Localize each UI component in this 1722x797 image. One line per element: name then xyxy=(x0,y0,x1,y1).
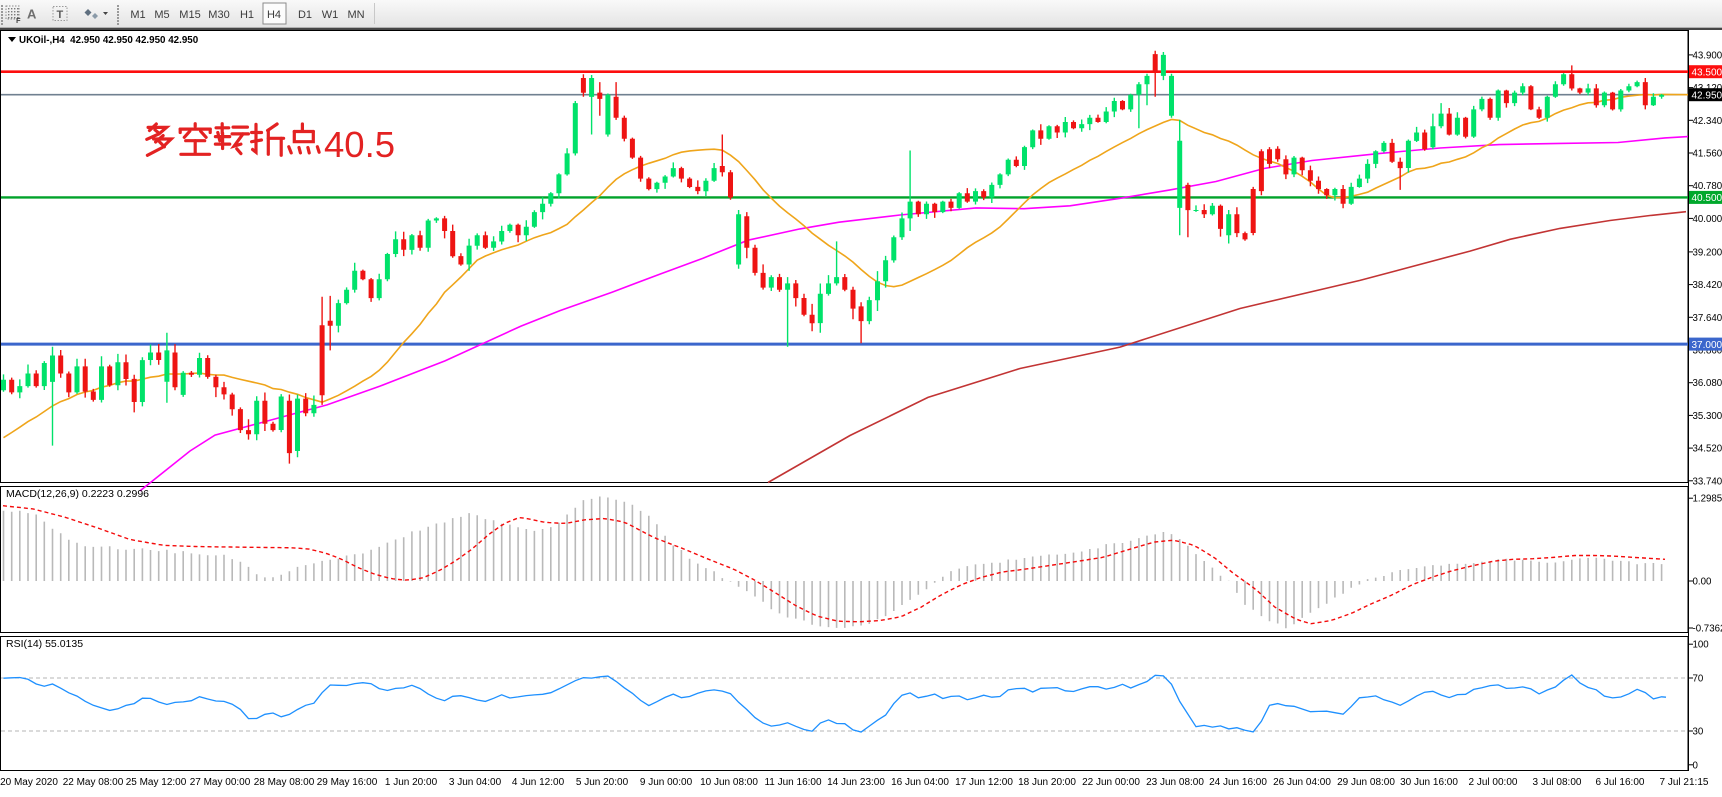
svg-text:H4: H4 xyxy=(267,9,281,21)
svg-text:1.2985: 1.2985 xyxy=(1693,494,1722,505)
svg-text:W1: W1 xyxy=(322,9,339,21)
svg-text:24 Jun 16:00: 24 Jun 16:00 xyxy=(1209,777,1267,788)
svg-text:17 Jun 12:00: 17 Jun 12:00 xyxy=(955,777,1013,788)
svg-text:0.00: 0.00 xyxy=(1693,577,1712,588)
svg-text:28 May 08:00: 28 May 08:00 xyxy=(254,777,315,788)
svg-text:MN: MN xyxy=(347,9,364,21)
svg-text:39.200: 39.200 xyxy=(1693,247,1722,258)
svg-text:2 Jul 00:00: 2 Jul 00:00 xyxy=(1469,777,1518,788)
svg-text:1 Jun 20:00: 1 Jun 20:00 xyxy=(385,777,438,788)
svg-text:16 Jun 04:00: 16 Jun 04:00 xyxy=(891,777,949,788)
svg-text:22 May 08:00: 22 May 08:00 xyxy=(63,777,124,788)
svg-text:40.000: 40.000 xyxy=(1693,214,1722,225)
svg-text:30 Jun 16:00: 30 Jun 16:00 xyxy=(1400,777,1458,788)
svg-text:30: 30 xyxy=(1693,727,1704,738)
svg-text:3 Jul 08:00: 3 Jul 08:00 xyxy=(1533,777,1582,788)
svg-text:M15: M15 xyxy=(179,9,200,21)
svg-text:M1: M1 xyxy=(130,9,145,21)
svg-text:4 Jun 12:00: 4 Jun 12:00 xyxy=(512,777,565,788)
svg-text:20 May 2020: 20 May 2020 xyxy=(0,777,58,788)
svg-text:F: F xyxy=(16,16,21,25)
svg-text:23 Jun 08:00: 23 Jun 08:00 xyxy=(1146,777,1204,788)
svg-text:14 Jun 23:00: 14 Jun 23:00 xyxy=(827,777,885,788)
svg-text:43.500: 43.500 xyxy=(1692,68,1722,79)
svg-text:29 May 16:00: 29 May 16:00 xyxy=(317,777,378,788)
svg-text:27 May 00:00: 27 May 00:00 xyxy=(190,777,251,788)
svg-text:UKOil-,H4 42.950 42.950 42.95: UKOil-,H4 42.950 42.950 42.950 42.950 xyxy=(19,35,199,46)
svg-text:34.520: 34.520 xyxy=(1693,444,1722,455)
svg-text:43.900: 43.900 xyxy=(1693,50,1722,61)
svg-text:5 Jun 20:00: 5 Jun 20:00 xyxy=(576,777,629,788)
svg-text:18 Jun 20:00: 18 Jun 20:00 xyxy=(1018,777,1076,788)
svg-text:42.340: 42.340 xyxy=(1693,116,1722,127)
svg-text:35.300: 35.300 xyxy=(1693,411,1722,422)
svg-text:42.950: 42.950 xyxy=(1692,91,1722,102)
svg-text:22 Jun 00:00: 22 Jun 00:00 xyxy=(1082,777,1140,788)
svg-text:M30: M30 xyxy=(208,9,229,21)
svg-text:37.000: 37.000 xyxy=(1692,340,1722,351)
svg-text:3 Jun 04:00: 3 Jun 04:00 xyxy=(449,777,502,788)
svg-text:37.640: 37.640 xyxy=(1693,313,1722,324)
svg-text:100: 100 xyxy=(1693,640,1710,651)
svg-text:M5: M5 xyxy=(154,9,169,21)
svg-text:-0.7362: -0.7362 xyxy=(1693,624,1722,635)
svg-text:41.560: 41.560 xyxy=(1693,149,1722,160)
svg-text:7 Jul 21:15: 7 Jul 21:15 xyxy=(1660,777,1709,788)
svg-text:26 Jun 04:00: 26 Jun 04:00 xyxy=(1273,777,1331,788)
svg-text:38.420: 38.420 xyxy=(1693,280,1722,291)
svg-text:MACD(12,26,9) 0.2223 0.2996: MACD(12,26,9) 0.2223 0.2996 xyxy=(6,488,149,500)
svg-text:36.080: 36.080 xyxy=(1693,378,1722,389)
svg-text:6 Jul 16:00: 6 Jul 16:00 xyxy=(1596,777,1645,788)
svg-text:40.5: 40.5 xyxy=(324,124,395,165)
svg-text:9 Jun 00:00: 9 Jun 00:00 xyxy=(640,777,693,788)
svg-text:40.500: 40.500 xyxy=(1692,193,1722,204)
svg-text:A: A xyxy=(27,7,37,22)
svg-text:H1: H1 xyxy=(240,9,254,21)
svg-text:D1: D1 xyxy=(298,9,312,21)
svg-text:29 Jun 08:00: 29 Jun 08:00 xyxy=(1337,777,1395,788)
svg-text:25 May 12:00: 25 May 12:00 xyxy=(126,777,187,788)
svg-text:40.780: 40.780 xyxy=(1693,181,1722,192)
svg-text:T: T xyxy=(57,9,64,21)
svg-text:70: 70 xyxy=(1693,674,1704,685)
svg-text:RSI(14) 55.0135: RSI(14) 55.0135 xyxy=(6,638,83,650)
svg-text:33.740: 33.740 xyxy=(1693,476,1722,487)
svg-text:11 Jun 16:00: 11 Jun 16:00 xyxy=(764,777,822,788)
svg-text:10 Jun 08:00: 10 Jun 08:00 xyxy=(700,777,758,788)
svg-text:0: 0 xyxy=(1693,760,1699,771)
